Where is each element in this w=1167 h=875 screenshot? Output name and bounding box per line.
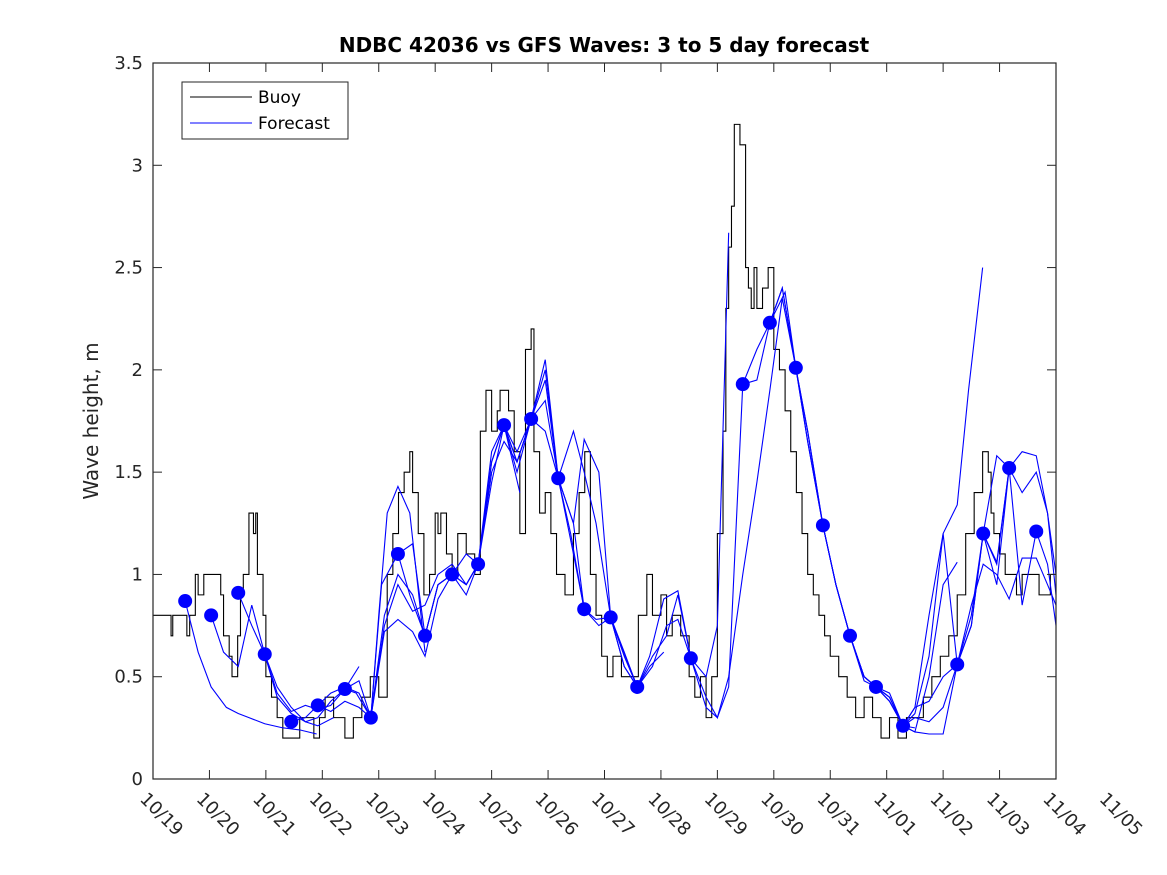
- forecast-run-line: [610, 298, 824, 720]
- forecast-marker: [310, 698, 325, 713]
- legend-label-forecast: Forecast: [258, 114, 330, 134]
- forecast-marker: [418, 628, 433, 643]
- forecast-marker: [178, 594, 193, 609]
- forecast-marker: [762, 315, 777, 330]
- forecast-marker: [950, 657, 965, 672]
- y-tick-label: 2: [132, 360, 143, 381]
- y-tick-label: 1: [132, 564, 143, 585]
- legend-label-buoy: Buoy: [258, 88, 301, 108]
- forecast-marker: [683, 651, 698, 666]
- forecast-run-line: [875, 466, 1057, 727]
- forecast-marker: [788, 360, 803, 375]
- plot-area: [153, 63, 1056, 779]
- y-tick-label: 1.5: [114, 462, 143, 483]
- forecast-marker: [551, 471, 566, 486]
- forecast-run-line: [822, 525, 958, 733]
- chart-title: NDBC 42036 vs GFS Waves: 3 to 5 day fore…: [339, 33, 870, 57]
- forecast-marker: [497, 418, 512, 433]
- y-tick-label: 2.5: [114, 258, 143, 279]
- forecast-run-line: [237, 592, 360, 723]
- forecast-run-line: [264, 485, 426, 718]
- forecast-marker: [896, 718, 911, 733]
- forecast-marker: [284, 714, 299, 729]
- forecast-marker: [231, 585, 246, 600]
- buoy-line: [153, 123, 1056, 739]
- axes-box: [152, 62, 1057, 780]
- forecast-run-line: [317, 472, 493, 719]
- forecast-run-line: [210, 604, 334, 727]
- legend-box: [181, 81, 349, 140]
- forecast-marker: [471, 557, 486, 572]
- legend: Buoy Forecast: [181, 81, 349, 140]
- forecast-marker: [815, 518, 830, 533]
- series-layer: [153, 123, 1057, 739]
- forecast-marker: [445, 567, 460, 582]
- forecast-run-line: [982, 451, 1057, 595]
- forecast-marker: [1029, 524, 1044, 539]
- forecast-marker: [577, 602, 592, 617]
- forecast-marker: [390, 546, 405, 561]
- y-tick-label: 0: [132, 769, 143, 790]
- forecast-marker: [257, 647, 272, 662]
- forecast-marker: [363, 710, 378, 725]
- forecast-marker: [337, 681, 352, 696]
- y-tick-label: 0.5: [114, 667, 143, 688]
- forecast-run-line: [557, 290, 797, 719]
- forecast-run-line: [956, 557, 1057, 665]
- y-tick-label: 3: [132, 155, 143, 176]
- forecast-run-line: [184, 600, 317, 735]
- forecast-marker: [735, 377, 750, 392]
- forecast-marker: [630, 679, 645, 694]
- y-tick-label: 3.5: [114, 53, 143, 74]
- forecast-marker: [204, 608, 219, 623]
- forecast-marker: [603, 610, 618, 625]
- forecast-marker: [524, 411, 539, 426]
- forecast-marker: [1002, 461, 1017, 476]
- forecast-marker: [976, 526, 991, 541]
- forecast-run-line: [530, 232, 730, 689]
- y-axis-label: Wave height, m: [79, 342, 103, 499]
- forecast-marker: [868, 679, 883, 694]
- forecast-marker: [843, 628, 858, 643]
